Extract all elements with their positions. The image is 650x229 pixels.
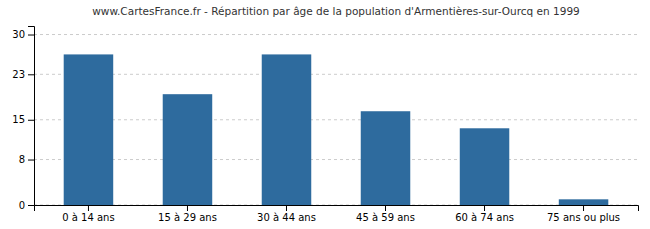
y-axis: 0 8 15 23 30 — [12, 27, 34, 211]
tick-mark — [484, 205, 485, 211]
tick: 0 — [19, 200, 34, 211]
tick: 23 — [12, 69, 34, 80]
title: www.CartesFrance.fr - Répartition par âg… — [92, 5, 580, 17]
tick-label: 45 à 59 ans — [356, 212, 415, 223]
plot: 0 8 15 23 30 0 à 14 ans 15 à 29 ans 30 à 44 ans… — [12, 27, 638, 224]
tick-label: 15 — [12, 114, 25, 125]
tick-label: 30 — [12, 29, 25, 40]
tick: 0 à 14 ans — [62, 205, 114, 223]
grid-line — [34, 34, 638, 35]
tick-label: 0 à 14 ans — [62, 212, 114, 223]
grid — [34, 35, 638, 205]
tick-mark — [28, 74, 34, 75]
tick: 15 — [12, 114, 34, 125]
tick-mark — [385, 205, 386, 211]
bars — [64, 54, 609, 205]
axis-line — [35, 206, 639, 212]
bar — [460, 128, 510, 205]
grid-line — [34, 119, 638, 120]
tick-label: 23 — [12, 69, 25, 80]
tick-mark — [187, 205, 188, 211]
tick-label: 30 à 44 ans — [257, 212, 316, 223]
tick-label: 15 à 29 ans — [158, 212, 217, 223]
bar — [361, 111, 411, 205]
tick: 45 à 59 ans — [356, 205, 415, 223]
bar — [559, 199, 609, 205]
tick-mark — [28, 35, 34, 36]
tick-mark — [286, 205, 287, 211]
tick: 75 ans ou plus — [547, 205, 620, 223]
bar — [163, 94, 213, 205]
bar — [262, 54, 312, 205]
grid-line — [34, 159, 638, 160]
tick-mark — [88, 205, 89, 211]
tick-mark — [583, 205, 584, 211]
grid-line — [34, 74, 638, 75]
bar — [64, 54, 114, 205]
tick: 8 — [19, 154, 34, 165]
chart: 0 8 15 23 30 0 à 14 ans 15 à 29 ans 30 à 44 ans… — [0, 0, 650, 229]
axis-line — [28, 27, 35, 206]
tick: 15 à 29 ans — [158, 205, 217, 223]
tick-mark — [28, 205, 34, 206]
tick-label: 0 — [19, 200, 25, 211]
tick-label: 75 ans ou plus — [547, 212, 620, 223]
tick-mark — [28, 160, 34, 161]
tick: 60 à 74 ans — [455, 205, 514, 223]
x-axis: 0 à 14 ans 15 à 29 ans 30 à 44 ans 45 à 59 … — [35, 205, 639, 223]
tick-label: 60 à 74 ans — [455, 212, 514, 223]
tick-label: 8 — [19, 154, 25, 165]
tick: 30 — [12, 29, 34, 40]
tick-mark — [28, 120, 34, 121]
tick: 30 à 44 ans — [257, 205, 316, 223]
